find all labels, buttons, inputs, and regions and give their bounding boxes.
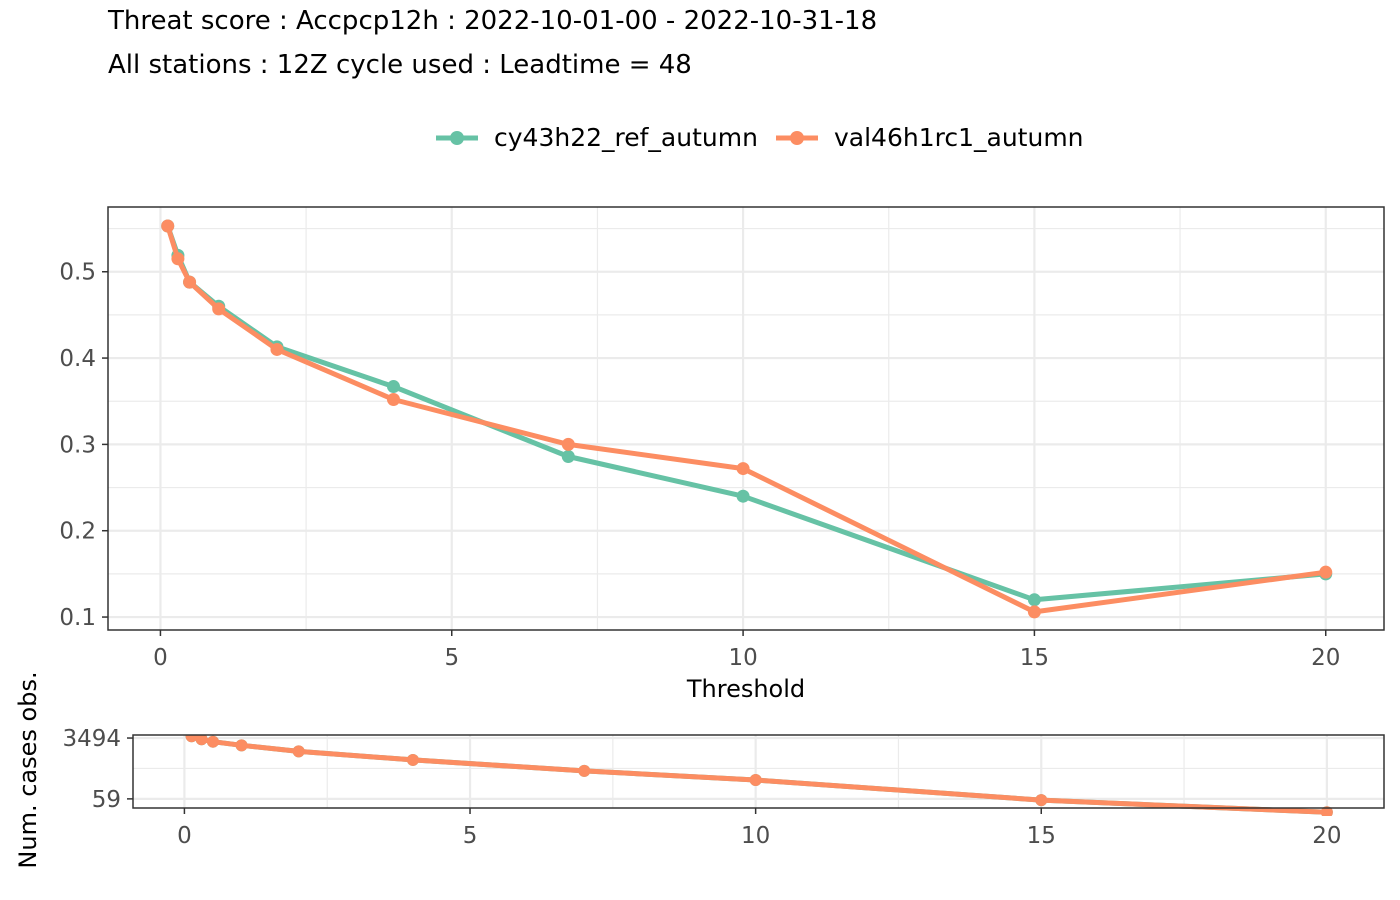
series-line-2: [165, 225, 1327, 615]
data-point: [736, 462, 750, 476]
plot-panel-1: 0 5 10 15 20 0.1 0.2 0.3 0.4 0.5 Threshold: [59, 206, 1385, 703]
x-axis-title: Threshold: [686, 675, 805, 703]
data-point: [1027, 593, 1041, 607]
x-tick-label: 0: [153, 645, 168, 671]
data-point: [561, 449, 575, 463]
legend-key-point: [450, 131, 464, 145]
legend-item-1: cy43h22_ref_autumn: [436, 123, 758, 152]
y-tick-label: 0.5: [59, 260, 96, 286]
x-tick-label: 5: [463, 823, 478, 849]
data-point: [185, 735, 198, 743]
data-point: [1027, 605, 1041, 619]
x-tick-label: 0: [177, 823, 192, 849]
data-point: [406, 753, 419, 766]
legend-label: cy43h22_ref_autumn: [494, 123, 758, 152]
data-point: [386, 380, 400, 394]
x-tick-label: 5: [444, 645, 459, 671]
plot-panel-2: 0 5 10 15 20 3494 59 Num. cases obs.: [14, 671, 1385, 869]
data-point: [270, 342, 284, 356]
chart-subtitle: All stations : 12Z cycle used : Leadtime…: [108, 50, 692, 80]
y-tick-label: 0.3: [59, 432, 96, 458]
data-point: [235, 739, 248, 752]
y-tick-label: 59: [92, 787, 121, 813]
y-tick-label: 0.1: [59, 605, 96, 631]
x-tick-label: 10: [741, 823, 770, 849]
panel-background: [108, 207, 1384, 630]
data-point: [1035, 794, 1048, 807]
chart-title: Threat score : Accpcp12h : 2022-10-01-00…: [108, 6, 878, 36]
data-point: [206, 735, 219, 748]
data-point: [561, 437, 575, 451]
y-axis-title: Num. cases obs.: [14, 671, 42, 868]
legend-key-point: [790, 131, 804, 145]
data-point: [183, 275, 197, 289]
data-point: [736, 489, 750, 503]
data-point: [171, 252, 185, 266]
x-tick-label: 20: [1312, 823, 1341, 849]
data-point: [1319, 565, 1333, 579]
y-tick-label: 3494: [62, 726, 121, 752]
y-tick-label: 0.2: [59, 519, 96, 545]
x-tick-label: 15: [1020, 645, 1049, 671]
panel-background: [133, 735, 1384, 808]
data-point: [161, 219, 175, 233]
x-tick-label: 15: [1027, 823, 1056, 849]
x-tick-label: 20: [1311, 645, 1340, 671]
panel-border: [132, 734, 1385, 809]
legend-item-2: val46h1rc1_autumn: [776, 123, 1084, 152]
legend-label: val46h1rc1_autumn: [834, 123, 1084, 152]
series-group: [161, 219, 1333, 619]
data-point: [292, 745, 305, 758]
data-point: [578, 764, 591, 777]
data-point: [749, 774, 762, 787]
data-point: [212, 302, 226, 316]
data-point: [195, 735, 208, 746]
y-tick-label: 0.4: [59, 346, 96, 372]
data-point: [386, 393, 400, 407]
x-tick-label: 10: [728, 645, 757, 671]
panel-border: [107, 206, 1385, 631]
